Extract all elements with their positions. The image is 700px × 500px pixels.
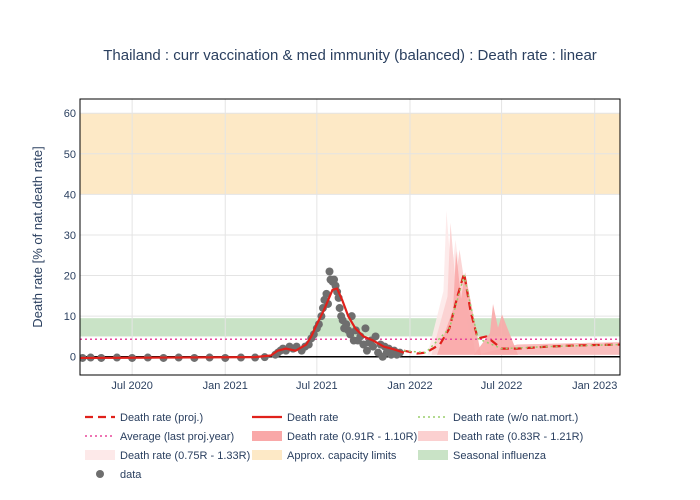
- legend-label: Death rate (0.75R - 1.33R): [120, 450, 250, 462]
- data-point: [361, 324, 370, 333]
- legend-item: Approx. capacity limits: [252, 450, 397, 462]
- legend-swatch: [418, 431, 448, 441]
- legend-item: Death rate (0.75R - 1.33R): [85, 450, 250, 462]
- legend-label: data: [120, 469, 142, 481]
- chart-title: Thailand : curr vaccination & med immuni…: [103, 47, 597, 64]
- data-point: [322, 289, 331, 298]
- x-tick-label: Jan 2021: [203, 380, 248, 392]
- data-points: [80, 267, 404, 362]
- legend-item: Death rate (0.83R - 1.21R): [418, 431, 583, 443]
- data-point: [369, 342, 378, 351]
- series-line-death-rate-proj-: [403, 272, 620, 355]
- legend-marker: [96, 470, 104, 478]
- data-point: [330, 275, 339, 284]
- legend: Death rate (proj.) Death rate Death rate (…: [85, 412, 583, 481]
- x-tick-label: Jan 2022: [387, 380, 432, 392]
- x-tick-label: Jul 2020: [111, 380, 153, 392]
- legend-label: Death rate (w/o nat.mort.): [453, 412, 578, 424]
- y-tick-label: 20: [64, 271, 76, 283]
- data-point: [362, 346, 371, 355]
- legend-swatch: [252, 450, 282, 460]
- legend-label: Average (last proj.year): [120, 431, 234, 443]
- legend-label: Death rate (0.83R - 1.21R): [453, 431, 583, 443]
- y-tick-label: 40: [64, 189, 76, 201]
- legend-swatch: [418, 450, 448, 460]
- legend-label: Death rate: [287, 412, 338, 424]
- legend-item: Death rate (w/o nat.mort.): [418, 412, 578, 424]
- data-point: [346, 330, 355, 339]
- legend-item: Seasonal influenza: [418, 450, 547, 462]
- plot-frame: [79, 98, 621, 376]
- legend-label: Death rate (0.91R - 1.10R): [287, 431, 417, 443]
- legend-item: Death rate (0.91R - 1.10R): [252, 431, 417, 443]
- y-tick-label: 0: [70, 352, 76, 364]
- data-point: [335, 304, 344, 313]
- range-peak: [474, 303, 519, 355]
- legend-item: Average (last proj.year): [85, 431, 234, 443]
- legend-swatch: [85, 450, 115, 460]
- legend-label: Approx. capacity limits: [287, 450, 397, 462]
- legend-swatch: [252, 431, 282, 441]
- y-axis-title: Death rate [% of nat.death rate]: [30, 146, 45, 327]
- y-tick-label: 30: [64, 230, 76, 242]
- legend-label: Seasonal influenza: [453, 450, 547, 462]
- legend-item: data: [96, 469, 142, 481]
- y-tick-label: 60: [64, 108, 76, 120]
- legend-item: Death rate: [252, 412, 338, 424]
- series-line-death-rate: [80, 287, 405, 360]
- data-point: [371, 332, 380, 341]
- y-tick-label: 10: [64, 311, 76, 323]
- data-point: [325, 267, 334, 276]
- legend-item: Death rate (proj.): [85, 412, 203, 424]
- legend-label: Death rate (proj.): [120, 412, 203, 424]
- x-tick-label: Jan 2023: [572, 380, 617, 392]
- y-tick-label: 50: [64, 149, 76, 161]
- x-tick-label: Jul 2022: [481, 380, 523, 392]
- x-tick-label: Jul 2021: [296, 380, 338, 392]
- data-point: [342, 320, 351, 329]
- plot-area: 0 10 20 30 40 50 60 Jul 2020 Jan 2021 Jul 2021 Jan…: [64, 98, 621, 392]
